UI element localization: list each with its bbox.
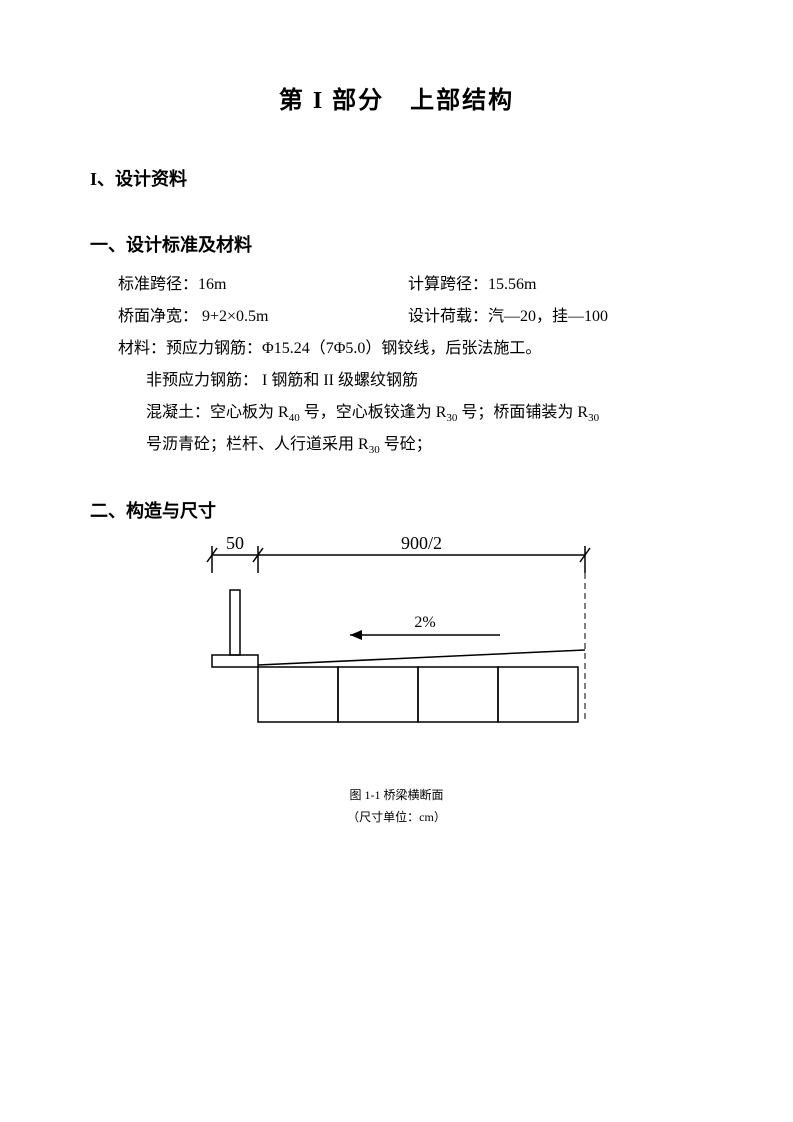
subsection-2-heading: 二、构造与尺寸 — [90, 497, 703, 523]
sub-30: 30 — [446, 412, 457, 424]
text-part: 号，空心板铰逢为 R — [300, 404, 447, 421]
svg-text:2%: 2% — [414, 614, 435, 631]
cross-section-svg: 50 900/2 2% — [200, 535, 620, 755]
std-span-label: 标准跨径：16m — [118, 269, 408, 301]
material-rebar-line: 非预应力钢筋： I 钢筋和 II 级螺纹钢筋 — [90, 365, 703, 397]
svg-text:900/2: 900/2 — [401, 535, 442, 553]
sub-40: 40 — [289, 412, 300, 424]
spec-line-span: 标准跨径：16m 计算跨径：15.56m — [90, 269, 703, 301]
spec-line-width: 桥面净宽： 9+2×0.5m 设计荷载：汽—20，挂—100 — [90, 301, 703, 333]
text-part: 号；桥面铺装为 R — [457, 404, 588, 421]
text-part: 号沥青砼；栏杆、人行道采用 R — [146, 436, 369, 453]
section-1-heading: I、设计资料 — [90, 165, 703, 191]
subsection-1-heading: 一、设计标准及材料 — [90, 231, 703, 257]
sub-30: 30 — [588, 412, 599, 424]
text-part: 号砼； — [380, 436, 432, 453]
caption-line-2: （尺寸单位：cm） — [90, 807, 703, 829]
material-concrete-line-1: 混凝土：空心板为 R40 号，空心板铰逢为 R30 号；桥面铺装为 R30 — [90, 397, 703, 429]
calc-span-label: 计算跨径：15.56m — [408, 269, 703, 301]
text-part: 混凝土：空心板为 R — [146, 404, 289, 421]
cross-section-figure: 50 900/2 2% — [200, 535, 620, 755]
design-load-label: 设计荷载：汽—20，挂—100 — [408, 301, 703, 333]
deck-width-label: 桥面净宽： 9+2×0.5m — [118, 301, 408, 333]
sub-30: 30 — [369, 444, 380, 456]
material-concrete-line-2: 号沥青砼；栏杆、人行道采用 R30 号砼； — [90, 429, 703, 461]
page-title: 第 I 部分 上部结构 — [90, 80, 703, 115]
caption-line-1: 图 1-1 桥梁横断面 — [90, 785, 703, 807]
material-prestress-line: 材料：预应力钢筋：Φ15.24（7Φ5.0）钢铰线，后张法施工。 — [90, 333, 703, 365]
figure-caption: 图 1-1 桥梁横断面 （尺寸单位：cm） — [90, 785, 703, 828]
svg-text:50: 50 — [226, 535, 244, 553]
